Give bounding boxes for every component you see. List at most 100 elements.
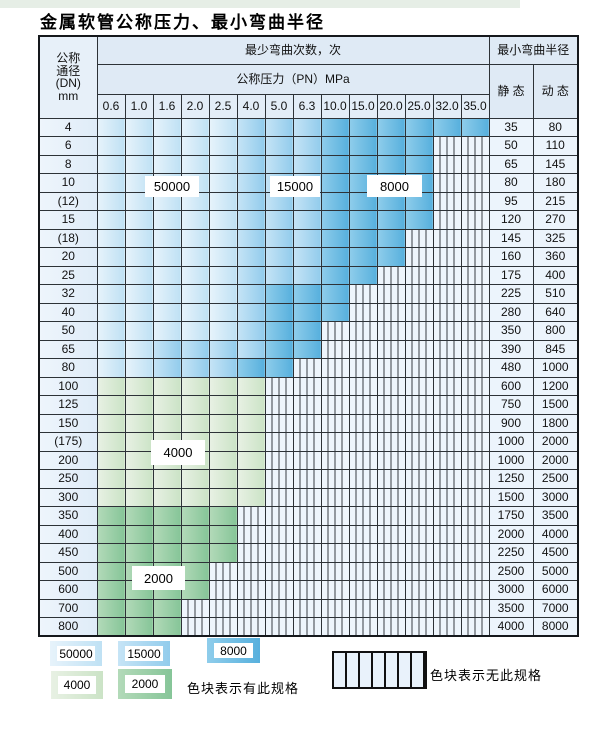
spec-cell-none [460,469,490,489]
spec-cell-none [348,617,378,637]
spec-cell-50000 [152,302,182,322]
spec-cell-8000 [320,136,350,156]
bend-cycles-header: 最少弯曲次数，次 [96,35,490,65]
spec-cell-none [376,469,406,489]
spec-cell-none [376,376,406,396]
dynamic-radius-cell: 325 [532,228,579,248]
spec-cell-15000 [264,228,294,248]
spec-cell-none [460,339,490,359]
spec-cell-none [376,284,406,304]
spec-cell-none [432,413,462,433]
static-radius-cell: 1750 [488,506,534,526]
spec-cell-50000 [124,265,154,285]
spec-cell-none [460,210,490,230]
spec-cell-none [320,395,350,415]
spec-cell-15000 [264,210,294,230]
pressure-col-header: 20.0 [376,93,406,119]
spec-cell-4000 [208,413,238,433]
spec-cell-none [208,580,238,600]
spec-cell-50000 [208,321,238,341]
spec-cell-none [264,617,294,637]
spec-cell-50000 [152,265,182,285]
spec-cell-none [264,561,294,581]
spec-cell-none [404,617,434,637]
spec-cell-none [376,617,406,637]
spec-cell-15000 [236,191,266,211]
spec-cell-none [404,432,434,452]
spec-cell-none [376,321,406,341]
spec-cell-none [432,469,462,489]
spec-cell-8000 [292,302,322,322]
spec-cell-8000 [348,136,378,156]
spec-cell-none [432,376,462,396]
dn-label-cell: 20 [38,247,98,267]
spec-cell-4000 [124,469,154,489]
static-radius-cell: 1500 [488,487,534,507]
spec-cell-none [432,561,462,581]
spec-cell-50000 [180,302,210,322]
spec-cell-4000 [208,432,238,452]
dn-label-cell: 250 [38,469,98,489]
dynamic-radius-cell: 7000 [532,598,579,618]
static-radius-cell: 145 [488,228,534,248]
spec-cell-none [432,173,462,193]
table-row: 4 35 80 [38,117,579,137]
spec-cell-none [432,302,462,322]
spec-cell-2000 [180,543,210,563]
static-radius-cell: 3000 [488,580,534,600]
dn-label-cell: 10 [38,173,98,193]
spec-cell-none [264,376,294,396]
dynamic-radius-cell: 3500 [532,506,579,526]
spec-cell-2000 [124,543,154,563]
spec-cell-15000 [292,210,322,230]
static-radius-cell: 2250 [488,543,534,563]
spec-cell-none [264,487,294,507]
dn-label-cell: (18) [38,228,98,248]
spec-cell-4000 [180,395,210,415]
spec-cell-8000 [404,117,434,137]
spec-cell-4000 [96,376,126,396]
spec-cell-2000 [124,598,154,618]
zone-label-15000: 15000 [271,177,319,196]
spec-cell-none [236,561,266,581]
dynamic-radius-cell: 1800 [532,413,579,433]
spec-cell-2000 [96,598,126,618]
spec-table: 公称 通径 (DN) mm 最少弯曲次数，次 最小弯曲半径 公称压力（PN）MP… [38,35,579,637]
dn-label-cell: 40 [38,302,98,322]
dynamic-radius-cell: 8000 [532,617,579,637]
spec-cell-none [404,506,434,526]
spec-cell-4000 [208,395,238,415]
dynamic-radius-cell: 510 [532,284,579,304]
spec-cell-none [348,506,378,526]
spec-cell-4000 [124,450,154,470]
spec-cell-2000 [152,506,182,526]
spec-cell-8000 [264,321,294,341]
static-radius-cell: 1250 [488,469,534,489]
spec-cell-8000 [404,136,434,156]
pressure-col-header: 35.0 [460,93,490,119]
dn-corner-line1: 公称 [56,51,81,66]
spec-cell-2000 [96,506,126,526]
spec-cell-none [292,543,322,563]
spec-cell-8000 [320,117,350,137]
spec-cell-none [460,524,490,544]
spec-cell-none [348,432,378,452]
spec-cell-4000 [180,413,210,433]
pressure-header: 公称压力（PN）MPa [96,63,490,95]
spec-cell-none [404,284,434,304]
spec-cell-none [376,358,406,378]
spec-cell-15000 [292,136,322,156]
spec-cell-15000 [264,191,294,211]
spec-cell-4000 [152,487,182,507]
spec-cell-8000 [264,302,294,322]
spec-cell-15000 [264,247,294,267]
dynamic-radius-cell: 80 [532,117,579,137]
spec-cell-8000 [292,284,322,304]
static-header: 静 态 [488,63,534,119]
static-radius-cell: 175 [488,265,534,285]
dn-label-cell: 50 [38,321,98,341]
static-radius-cell: 900 [488,413,534,433]
pressure-col-header: 0.6 [96,93,126,119]
spec-cell-4000 [152,376,182,396]
spec-cell-50000 [152,228,182,248]
